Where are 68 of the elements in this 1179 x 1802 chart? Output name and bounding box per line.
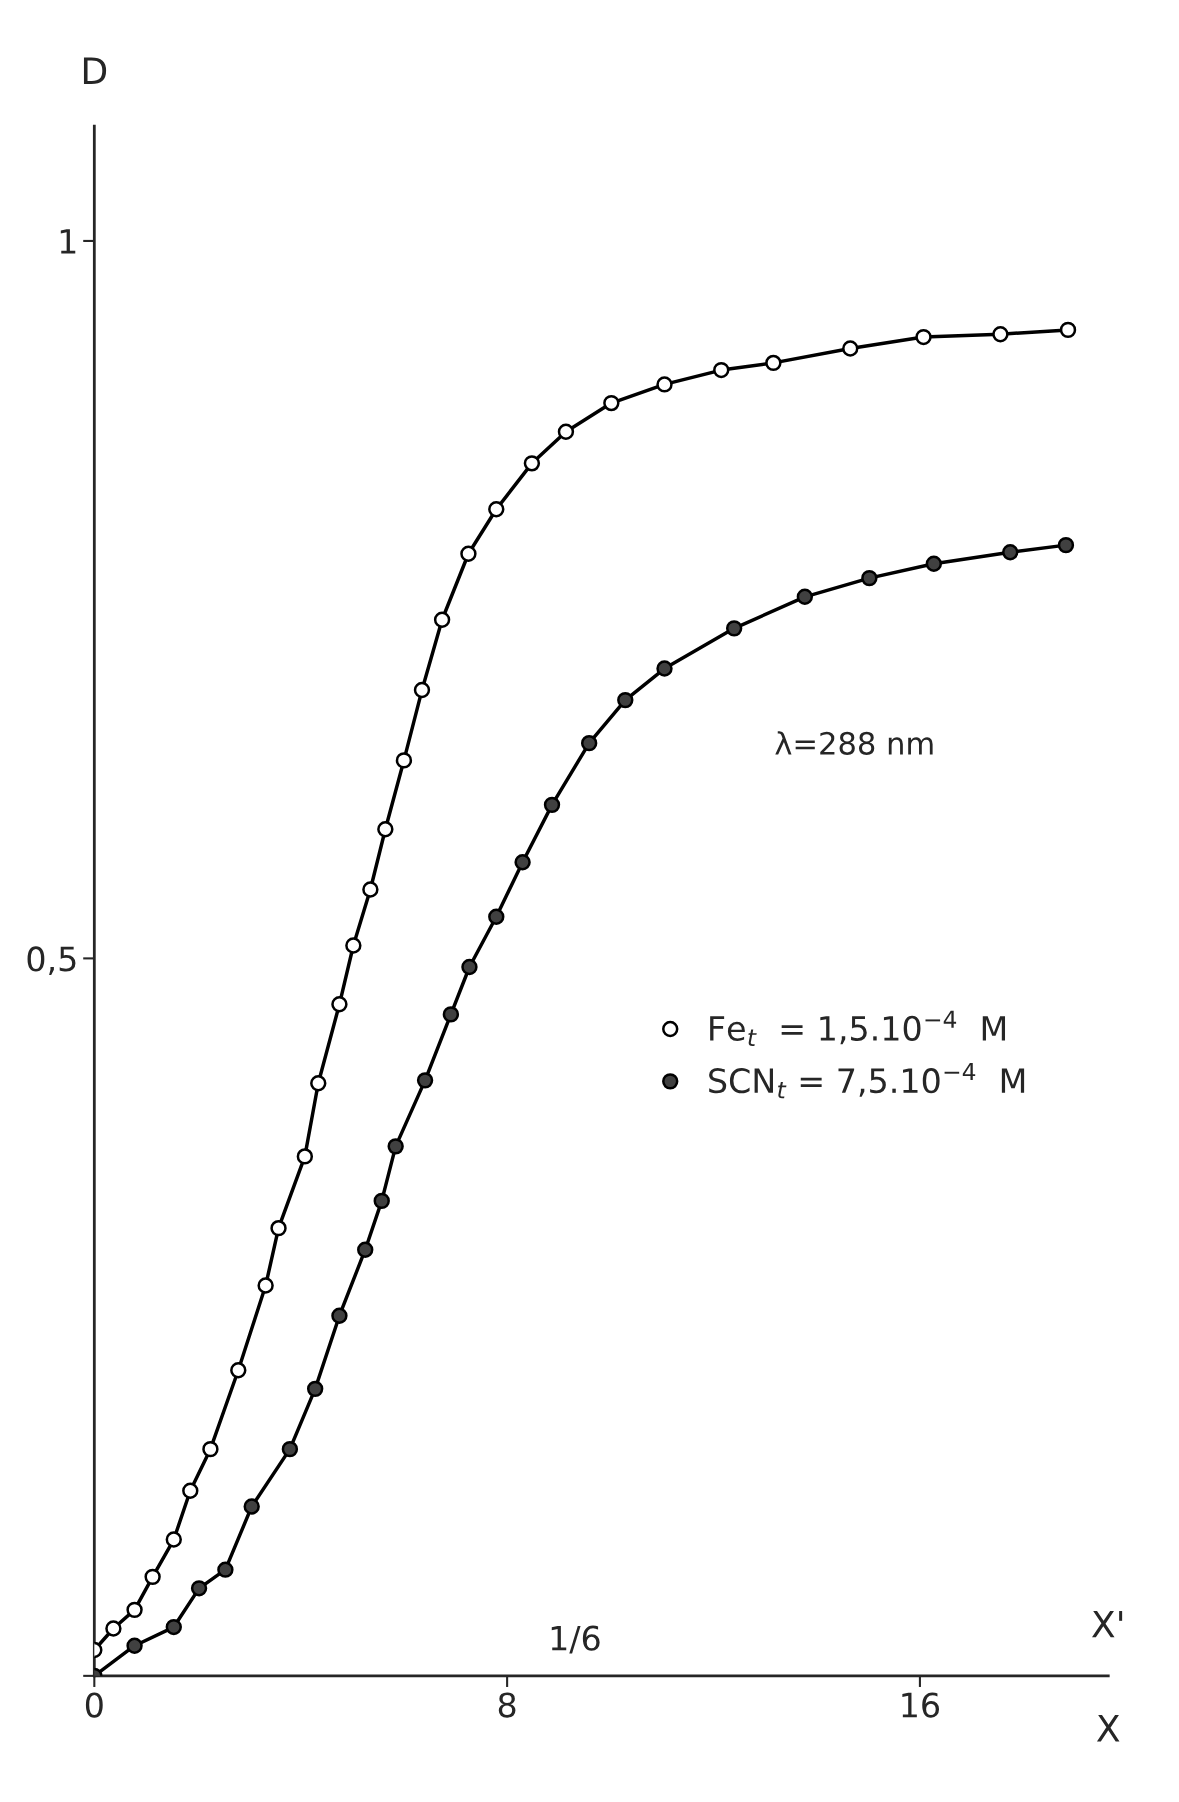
point xyxy=(765,354,782,372)
x-axis-title: X xyxy=(1096,1715,1120,1742)
point xyxy=(217,1561,234,1578)
point xyxy=(416,1072,434,1089)
point xyxy=(543,796,561,814)
point xyxy=(331,1307,348,1324)
point xyxy=(296,1148,314,1165)
point xyxy=(1059,321,1077,339)
point xyxy=(442,1006,460,1023)
point xyxy=(557,423,575,440)
point xyxy=(713,361,730,379)
point xyxy=(362,881,379,898)
x-tick-label: 0 xyxy=(85,1692,103,1718)
point xyxy=(1002,544,1019,561)
y-axis-title: D xyxy=(83,57,107,84)
point xyxy=(725,620,743,637)
point xyxy=(617,691,634,709)
point xyxy=(580,734,598,752)
point xyxy=(345,937,362,954)
point xyxy=(842,340,859,357)
point xyxy=(270,1219,287,1237)
point xyxy=(257,1277,274,1294)
annotation: 1/6 xyxy=(551,1625,600,1654)
point xyxy=(861,569,878,587)
point xyxy=(377,821,394,838)
point xyxy=(915,328,932,346)
point xyxy=(1057,536,1075,554)
point xyxy=(992,326,1009,343)
point xyxy=(488,908,505,925)
annotation: λ=288 nm xyxy=(775,731,933,755)
point xyxy=(603,394,620,412)
point xyxy=(144,1568,161,1586)
point xyxy=(182,1482,199,1499)
point xyxy=(105,1620,122,1637)
point xyxy=(165,1531,182,1548)
point xyxy=(523,455,541,472)
x-tick-label: 8 xyxy=(498,1692,516,1718)
point xyxy=(202,1440,219,1458)
y-tick-label: 1 xyxy=(60,229,76,254)
legend-label: Fe$_{t}$ = 1,5.10$^{−4}$ M xyxy=(710,1010,1006,1046)
point xyxy=(357,1241,374,1258)
point xyxy=(310,1075,327,1092)
annotation: X' xyxy=(1092,1611,1123,1638)
point xyxy=(373,1192,390,1210)
point xyxy=(126,1601,143,1619)
point xyxy=(243,1498,260,1515)
point xyxy=(395,752,413,769)
point xyxy=(190,1580,208,1597)
point xyxy=(230,1362,247,1379)
y-tick-label: 0,5 xyxy=(27,946,76,975)
point xyxy=(306,1380,324,1398)
point xyxy=(165,1618,182,1636)
point xyxy=(331,996,348,1013)
x-tick-label: 16 xyxy=(902,1692,940,1718)
point xyxy=(656,660,673,677)
legend-label: SCN$_{t}$ = 7,5.10$^{−4}$ M xyxy=(709,1063,1025,1099)
point xyxy=(126,1637,143,1654)
point xyxy=(656,376,673,393)
point xyxy=(387,1138,404,1155)
point xyxy=(488,501,505,518)
point xyxy=(281,1440,299,1458)
point xyxy=(514,854,531,871)
point xyxy=(925,555,943,572)
point xyxy=(460,545,477,562)
point xyxy=(461,958,478,976)
point xyxy=(433,611,451,628)
point xyxy=(796,588,814,605)
point xyxy=(413,681,431,699)
